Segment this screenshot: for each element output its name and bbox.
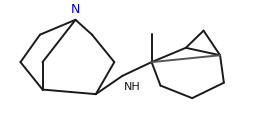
Text: NH: NH — [123, 82, 140, 92]
Text: N: N — [71, 3, 80, 16]
